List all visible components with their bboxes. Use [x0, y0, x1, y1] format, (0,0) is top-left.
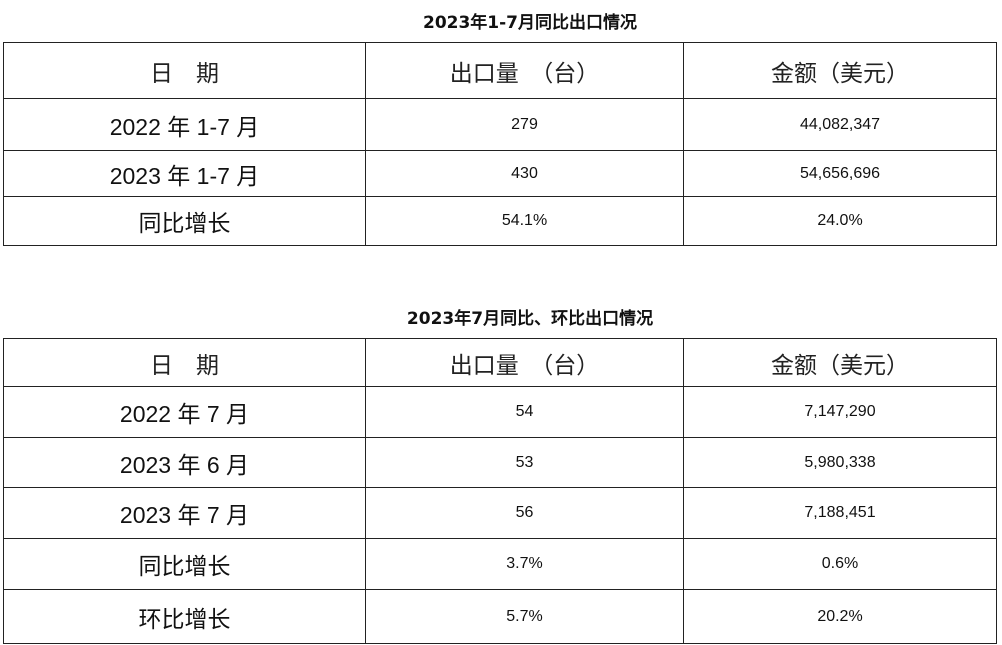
row-date: 2022 年 1-7 月 — [3, 98, 366, 151]
table-row: 同比增长 3.7% 0.6% — [3, 538, 997, 590]
table-header-row: 日 期 出口量 （台） 金额（美元） — [3, 338, 997, 387]
row-quantity: 54 — [365, 386, 684, 438]
table1-title: 2023年1-7月同比出口情况 — [422, 13, 638, 33]
header-date: 日 期 — [3, 338, 366, 387]
row-amount: 0.6% — [683, 538, 997, 590]
row-amount: 54,656,696 — [683, 150, 997, 197]
row-quantity: 279 — [365, 98, 684, 151]
row-date: 2022 年 7 月 — [3, 386, 366, 438]
row-quantity: 56 — [365, 487, 684, 539]
row-quantity: 54.1% — [365, 196, 684, 246]
row-date: 同比增长 — [3, 196, 366, 246]
row-quantity: 53 — [365, 437, 684, 488]
table-row: 环比增长 5.7% 20.2% — [3, 589, 997, 644]
row-date: 2023 年 7 月 — [3, 487, 366, 539]
row-amount: 7,188,451 — [683, 487, 997, 539]
table-row: 2023 年 6 月 53 5,980,338 — [3, 437, 997, 488]
row-date: 2023 年 6 月 — [3, 437, 366, 488]
header-quantity: 出口量 （台） — [365, 42, 684, 99]
table-july-export: 日 期 出口量 （台） 金额（美元） 2022 年 7 月 54 7,147,2… — [3, 338, 997, 644]
table-header-row: 日 期 出口量 （台） 金额（美元） — [3, 42, 997, 99]
header-amount: 金额（美元） — [683, 338, 997, 387]
table-row: 同比增长 54.1% 24.0% — [3, 196, 997, 246]
row-quantity: 3.7% — [365, 538, 684, 590]
table2-title: 2023年7月同比、环比出口情况 — [406, 309, 654, 329]
row-quantity: 5.7% — [365, 589, 684, 644]
header-amount: 金额（美元） — [683, 42, 997, 99]
table-row: 2022 年 1-7 月 279 44,082,347 — [3, 98, 997, 151]
table-row: 2023 年 7 月 56 7,188,451 — [3, 487, 997, 539]
row-amount: 44,082,347 — [683, 98, 997, 151]
table-row: 2023 年 1-7 月 430 54,656,696 — [3, 150, 997, 197]
row-date: 环比增长 — [3, 589, 366, 644]
row-date: 2023 年 1-7 月 — [3, 150, 366, 197]
header-quantity: 出口量 （台） — [365, 338, 684, 387]
header-date: 日 期 — [3, 42, 366, 99]
table-row: 2022 年 7 月 54 7,147,290 — [3, 386, 997, 438]
row-amount: 5,980,338 — [683, 437, 997, 488]
table-ytd-export: 日 期 出口量 （台） 金额（美元） 2022 年 1-7 月 279 44,0… — [3, 42, 997, 246]
row-quantity: 430 — [365, 150, 684, 197]
row-amount: 7,147,290 — [683, 386, 997, 438]
row-date: 同比增长 — [3, 538, 366, 590]
row-amount: 20.2% — [683, 589, 997, 644]
row-amount: 24.0% — [683, 196, 997, 246]
